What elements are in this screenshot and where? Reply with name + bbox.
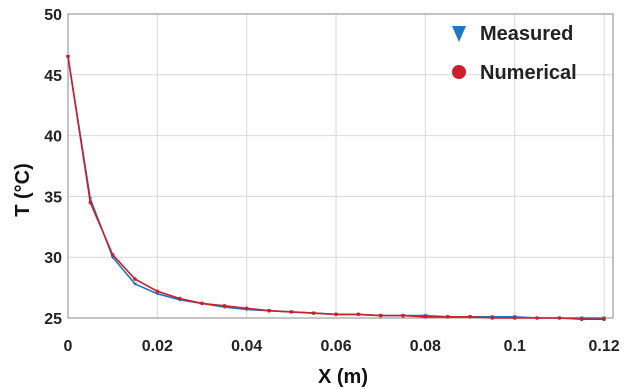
- data-point-numerical: [468, 314, 472, 319]
- data-point-numerical: [579, 317, 584, 322]
- data-point-numerical: [602, 317, 606, 322]
- x-tick-labels: 0 0.02 0.04 0.06 0.08 0.1 0.12: [64, 338, 620, 355]
- x-tick-label: 0.08: [410, 338, 441, 355]
- y-tick-label: 50: [44, 7, 62, 24]
- data-point-numerical: [155, 289, 160, 294]
- data-point-numerical: [535, 316, 539, 320]
- data-point-numerical: [445, 314, 450, 319]
- data-point-numerical: [423, 314, 428, 319]
- x-axis-label: X (m): [318, 366, 368, 388]
- data-point-numerical: [244, 306, 249, 311]
- y-tick-label: 40: [44, 129, 62, 146]
- legend-marker-measured: [452, 26, 466, 42]
- data-point-numerical: [401, 313, 405, 318]
- data-point-measured: [155, 292, 160, 296]
- x-tick-label: 0.06: [320, 338, 351, 355]
- data-point-numerical: [267, 308, 271, 313]
- x-tick-label: 0.12: [588, 338, 619, 355]
- data-point-numerical: [356, 312, 361, 317]
- y-tick-label: 25: [44, 311, 62, 328]
- data-point-numerical: [289, 310, 294, 314]
- data-point-numerical: [222, 304, 227, 308]
- y-tick-label: 35: [44, 189, 62, 206]
- data-point-numerical: [133, 277, 137, 281]
- legend-label-measured: Measured: [480, 23, 573, 45]
- y-tick-labels: 25 30 35 40 45 50: [44, 7, 62, 328]
- data-point-numerical: [512, 316, 517, 320]
- x-tick-label: 0.04: [231, 338, 262, 355]
- series-layer: [66, 54, 607, 322]
- data-point-numerical: [110, 252, 115, 257]
- data-point-numerical: [490, 316, 495, 320]
- legend-item-numerical: Numerical: [452, 62, 577, 84]
- x-tick-label: 0.1: [504, 338, 526, 355]
- plot-area-frame: [67, 13, 614, 319]
- legend-label-numerical: Numerical: [480, 62, 577, 84]
- y-tick-label: 45: [44, 68, 62, 85]
- x-tick-label: 0.02: [142, 338, 173, 355]
- legend-marker-numerical: [452, 65, 466, 79]
- data-point-numerical: [177, 296, 182, 301]
- legend-item-measured: Measured: [452, 23, 573, 45]
- data-point-numerical: [66, 54, 70, 59]
- data-point-numerical: [311, 311, 316, 315]
- x-tick-label: 0: [64, 338, 73, 355]
- data-point-numerical: [88, 200, 93, 205]
- data-point-numerical: [378, 313, 383, 318]
- y-tick-label: 30: [44, 250, 62, 267]
- data-point-numerical: [557, 316, 562, 320]
- data-point-numerical: [334, 312, 338, 317]
- data-point-numerical: [200, 301, 204, 306]
- legend: Measured Numerical: [452, 23, 577, 84]
- data-point-measured: [133, 282, 138, 286]
- y-axis-label: T (°C): [12, 163, 34, 217]
